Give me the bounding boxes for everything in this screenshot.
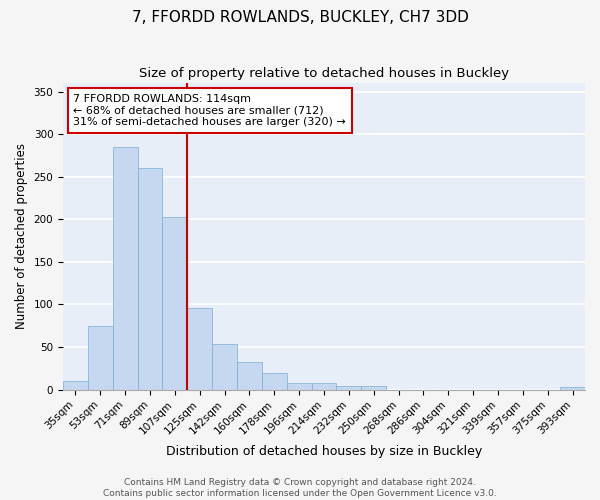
Bar [88, 326, 113, 390]
X-axis label: Distribution of detached houses by size in Buckley: Distribution of detached houses by size … [166, 444, 482, 458]
Bar [560, 387, 585, 390]
Bar [337, 386, 361, 390]
Bar [187, 308, 212, 390]
Bar [63, 381, 88, 390]
Bar [361, 386, 386, 390]
Bar [287, 383, 311, 390]
Bar [137, 168, 163, 390]
Text: Contains HM Land Registry data © Crown copyright and database right 2024.
Contai: Contains HM Land Registry data © Crown c… [103, 478, 497, 498]
Y-axis label: Number of detached properties: Number of detached properties [15, 144, 28, 330]
Text: 7 FFORDD ROWLANDS: 114sqm
← 68% of detached houses are smaller (712)
31% of semi: 7 FFORDD ROWLANDS: 114sqm ← 68% of detac… [73, 94, 346, 127]
Bar [113, 147, 137, 390]
Title: Size of property relative to detached houses in Buckley: Size of property relative to detached ho… [139, 68, 509, 80]
Bar [212, 344, 237, 390]
Bar [163, 216, 187, 390]
Bar [262, 372, 287, 390]
Text: 7, FFORDD ROWLANDS, BUCKLEY, CH7 3DD: 7, FFORDD ROWLANDS, BUCKLEY, CH7 3DD [131, 10, 469, 25]
Bar [311, 383, 337, 390]
Bar [237, 362, 262, 390]
